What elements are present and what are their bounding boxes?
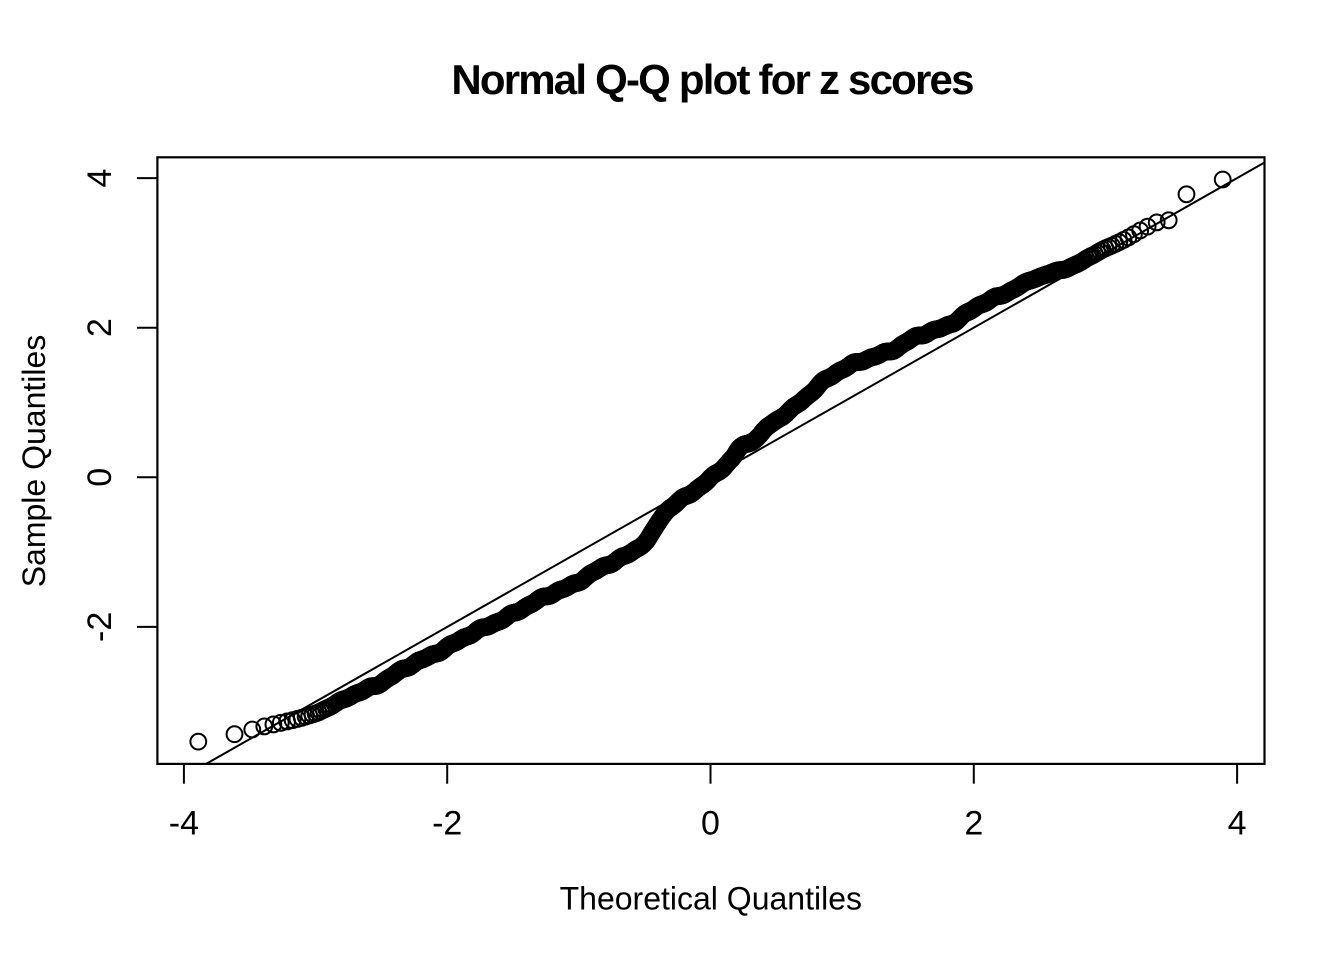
svg-text:4: 4: [81, 169, 119, 188]
svg-text:-2: -2: [432, 805, 462, 843]
svg-text:Sample Quantiles: Sample Quantiles: [16, 335, 52, 588]
svg-text:-2: -2: [81, 612, 119, 642]
svg-text:Theoretical Quantiles: Theoretical Quantiles: [560, 881, 862, 917]
svg-text:-4: -4: [169, 805, 199, 843]
svg-text:4: 4: [1228, 805, 1247, 843]
svg-text:0: 0: [81, 468, 119, 487]
svg-text:2: 2: [964, 805, 983, 843]
svg-text:Normal Q-Q plot for z scores: Normal Q-Q plot for z scores: [451, 56, 973, 103]
svg-text:0: 0: [701, 805, 720, 843]
svg-text:2: 2: [81, 318, 119, 337]
